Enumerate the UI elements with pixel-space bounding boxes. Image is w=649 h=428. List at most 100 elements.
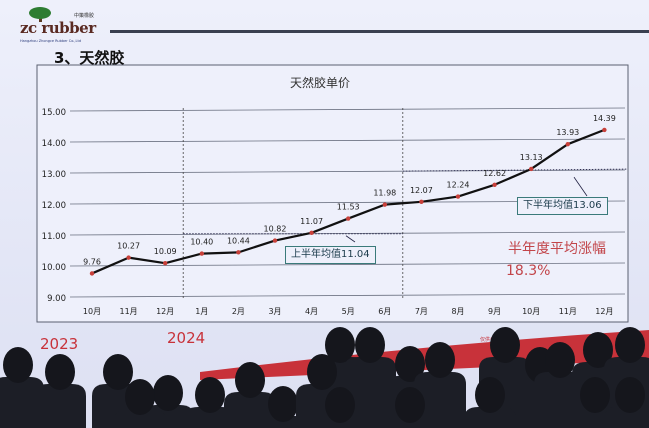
audience-body	[604, 407, 649, 428]
section-title: 3、天然胶	[54, 49, 125, 67]
y-tick-label: 11.00	[42, 232, 66, 242]
logo-chinese-name: 中策橡胶	[74, 13, 95, 19]
y-tick-label: 13.00	[42, 170, 66, 180]
gridline	[69, 293, 626, 298]
data-label: 9.76	[83, 257, 101, 266]
x-tick-label: 11月	[559, 307, 577, 316]
audience-head	[475, 377, 505, 413]
h1-arrow	[345, 235, 356, 243]
data-point	[565, 141, 570, 147]
data-label: 13.93	[556, 128, 579, 137]
data-label: 11.98	[373, 189, 396, 198]
x-tick-label: 1月	[195, 307, 208, 316]
y-tick-label: 12.00	[42, 201, 66, 211]
audience-head	[307, 354, 337, 390]
rise-value: 18.3%	[506, 263, 551, 279]
audience-head	[3, 347, 33, 383]
audience-head	[355, 327, 385, 363]
x-tick-label: 5月	[342, 307, 355, 316]
x-tick-label: 2月	[232, 307, 245, 316]
y-tick-label: 15.00	[42, 108, 66, 118]
audience-body	[414, 372, 466, 428]
data-point	[346, 216, 351, 221]
data-label: 12.24	[447, 181, 470, 190]
data-point	[382, 202, 387, 207]
x-tick-label: 6月	[378, 307, 391, 316]
audience-head	[490, 327, 520, 363]
data-label: 12.07	[410, 186, 433, 195]
data-point	[529, 166, 534, 172]
data-point	[199, 251, 204, 256]
data-label: 12.62	[483, 169, 506, 178]
audience-body	[0, 377, 44, 428]
x-tick-label: 4月	[305, 307, 318, 316]
audience-head	[615, 327, 645, 363]
data-label: 10.82	[264, 225, 287, 234]
x-tick-label: 10月	[83, 307, 101, 316]
data-point	[236, 250, 241, 255]
x-tick-label: 3月	[268, 307, 281, 316]
x-tick-label: 7月	[415, 307, 428, 316]
x-tick-label: 10月	[522, 307, 540, 316]
y-tick-label: 14.00	[42, 139, 66, 149]
x-tick-label: 11月	[120, 307, 138, 316]
data-label: 10.44	[227, 236, 250, 245]
x-tick-label: 12月	[156, 307, 174, 316]
data-point	[163, 261, 168, 266]
gridline	[69, 138, 626, 143]
audience-head	[580, 377, 610, 413]
audience-head	[45, 354, 75, 390]
audience-head	[395, 387, 425, 423]
data-label: 14.39	[593, 114, 616, 123]
audience-head	[425, 342, 455, 378]
chart-frame	[36, 64, 629, 323]
audience-head	[545, 342, 575, 378]
gridline	[69, 262, 626, 267]
h2-arrow	[573, 176, 588, 197]
year-2023-label: 2023	[40, 335, 79, 353]
data-point	[492, 182, 497, 187]
header-rule	[110, 30, 649, 33]
audience-head	[325, 387, 355, 423]
data-point	[126, 255, 131, 260]
year-2024-label: 2024	[167, 329, 206, 347]
data-point	[272, 238, 278, 243]
data-point	[602, 127, 607, 133]
data-label: 11.07	[300, 217, 323, 226]
audience-head	[268, 386, 298, 422]
data-label: 10.09	[154, 247, 177, 256]
logo-brand: zc rubber	[20, 19, 96, 37]
data-label: 10.40	[190, 238, 213, 247]
audience-head	[583, 332, 613, 368]
audience-head	[153, 375, 183, 411]
gridline	[69, 107, 626, 112]
y-tick-label: 9.00	[47, 294, 66, 304]
audience-body	[464, 407, 516, 428]
audience-head	[125, 379, 155, 415]
data-point	[89, 271, 95, 276]
audience-body	[184, 407, 236, 428]
x-tick-label: 12月	[595, 307, 613, 316]
x-tick-label: 8月	[451, 307, 464, 316]
audience-head	[395, 346, 425, 382]
chart-title: 天然胶单价	[290, 76, 351, 90]
h1-average-label: 上半年均值11.04	[285, 246, 376, 264]
data-point	[309, 230, 314, 236]
audience-head	[235, 362, 265, 398]
audience-head	[195, 377, 225, 413]
rise-label: 半年度平均涨幅	[508, 241, 606, 257]
audience-head	[103, 354, 133, 390]
disclaimer-note: 仅供参考	[480, 337, 501, 343]
data-label: 10.27	[117, 242, 140, 251]
data-label: 11.53	[337, 203, 360, 212]
x-tick-label: 9月	[488, 307, 501, 316]
audience-body	[114, 409, 166, 428]
h2-average-label: 下半年均值13.06	[517, 197, 608, 215]
audience-body	[34, 384, 86, 428]
gridline	[69, 231, 626, 236]
audience-head	[325, 327, 355, 363]
logo-subtitle: Hangzhou Zhongce Rubber Co.,Ltd	[20, 39, 82, 43]
